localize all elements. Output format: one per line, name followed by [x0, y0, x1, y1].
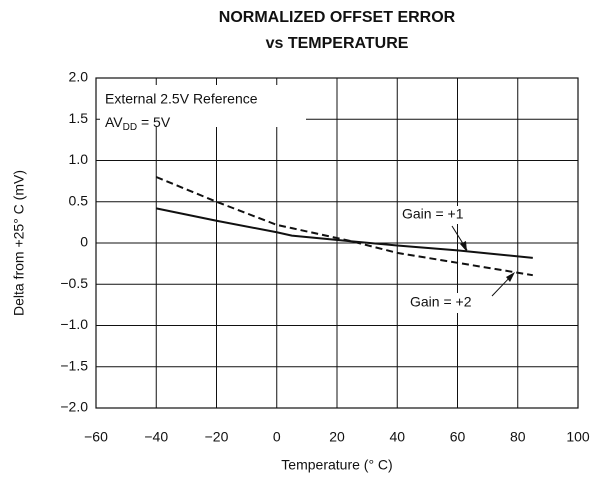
series-line [155, 176, 533, 277]
lines [155, 176, 533, 277]
x-tick-label: −60 [84, 429, 108, 445]
x-tick-label: 60 [450, 429, 466, 445]
x-tick-label: 40 [389, 429, 405, 445]
pointer-head [506, 272, 515, 282]
series-label: Gain = +2 [410, 294, 472, 310]
x-tick-label: 0 [273, 429, 281, 445]
note-part: = 5V [137, 114, 171, 130]
y-tick-label: −1.0 [60, 316, 88, 332]
chart-title: vs TEMPERATURE [266, 35, 409, 52]
y-tick-label: −2.0 [60, 399, 88, 415]
note: External 2.5V Reference [105, 91, 258, 107]
note-subscript: DD [123, 122, 137, 133]
y-tick-label: −0.5 [60, 275, 88, 291]
note-box [100, 85, 306, 127]
series-label: Gain = +1 [402, 206, 464, 222]
y-tick-label: −1.5 [60, 357, 88, 373]
x-tick-label: −20 [205, 429, 229, 445]
label-box [398, 206, 478, 224]
y-tick-label: 1.0 [69, 151, 89, 167]
note: AVDD = 5V [105, 114, 171, 133]
y-axis-label: Delta from +25° C (mV) [11, 170, 27, 316]
x-axis-label: Temperature (° C) [281, 457, 392, 473]
chart-title: NORMALIZED OFFSET ERROR [219, 9, 456, 26]
label-box [406, 293, 492, 313]
x-tick-label: 100 [566, 429, 590, 445]
y-tick-label: 0.5 [69, 192, 89, 208]
plot-frame [95, 77, 579, 409]
y-tick-label: 1.5 [69, 110, 89, 126]
x-tick-label: 20 [329, 429, 345, 445]
note-part: AV [105, 114, 123, 130]
y-tick-label: 0 [80, 234, 88, 250]
series-line [156, 207, 533, 259]
x-tick-label: −40 [144, 429, 168, 445]
x-tick-label: 80 [510, 429, 526, 445]
y-tick-label: 2.0 [69, 69, 89, 85]
pointer-head [460, 241, 467, 252]
